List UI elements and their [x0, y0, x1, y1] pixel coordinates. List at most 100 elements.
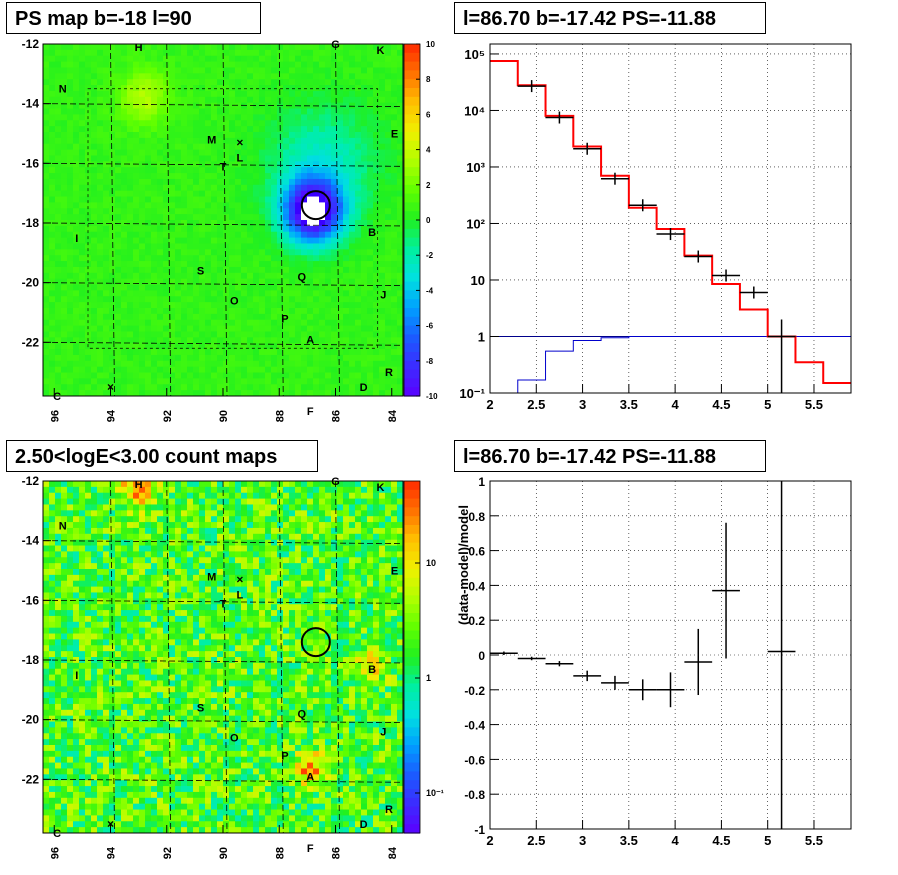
colorbar-tick-label: 0 [426, 216, 431, 225]
colorbar-cell [404, 132, 420, 142]
map-grid-line [42, 341, 404, 346]
colorbar-cell [404, 343, 420, 353]
source-label-R: R [385, 367, 393, 379]
residual-y-tick-label: -1 [474, 823, 485, 837]
colorbar-cell [404, 264, 420, 274]
residual-x-tick-label: 4.5 [712, 833, 730, 848]
map-x-tick-label: 84 [387, 846, 399, 859]
map-y-tick-label: -20 [22, 713, 40, 727]
map-grid-line [42, 103, 404, 108]
colorbar-tick-label: 10 [426, 558, 436, 568]
colorbar-tick-label: 2 [426, 181, 431, 190]
source-label-G: G [331, 39, 340, 51]
ps-source-circle [300, 190, 331, 221]
source-label-T: T [220, 598, 227, 610]
residual-plot [489, 480, 851, 830]
map-grid-line [110, 480, 115, 834]
colorbar-cell [404, 79, 420, 89]
colorbar-tick-label: 4 [426, 146, 431, 155]
colorbar-cell [404, 665, 420, 676]
colorbar-cell [404, 569, 420, 579]
colorbar-tick-label: -2 [426, 251, 434, 260]
source-label-F: F [307, 843, 314, 855]
colorbar-cell [404, 745, 420, 755]
map-x-tick-label: 96 [49, 410, 61, 422]
spectrum-y-tick-label: 1 [478, 329, 485, 344]
source-label-M: M [207, 134, 216, 146]
spectrum-y-tick-label: 10⁻¹ [459, 386, 485, 401]
colorbar-cell [404, 88, 420, 98]
source-label-M: M [207, 571, 216, 583]
source-label-C: C [53, 391, 61, 403]
map-y-tick-label: -14 [22, 97, 40, 111]
colorbar-cell [404, 657, 420, 667]
map-x-tick-label: 86 [331, 410, 343, 422]
map-y-tick-label: -14 [22, 534, 40, 548]
colorbar-tick-label: 8 [426, 75, 431, 84]
colorbar-cell [404, 272, 420, 283]
map-y-tick-label: -16 [22, 156, 40, 170]
colorbar-tick-label: 10⁻¹ [426, 788, 444, 798]
colorbar-cell [404, 387, 420, 397]
residual-y-tick-label: 0 [478, 649, 485, 663]
map-grid-line [42, 599, 404, 604]
map-x-tick-label: 96 [49, 847, 61, 859]
colorbar-cell [404, 255, 420, 265]
colorbar-tick-label: 1 [426, 673, 431, 683]
spectrum-x-tick-label: 2 [486, 397, 493, 412]
source-label-P: P [281, 313, 288, 325]
colorbar-cell [404, 621, 420, 632]
map-grid-line [166, 43, 172, 397]
colorbar-cell [404, 630, 420, 640]
spectrum-background [490, 44, 851, 393]
source-label-B: B [368, 227, 376, 239]
source-label-H: H [135, 42, 143, 54]
source-label-E: E [391, 565, 398, 577]
colorbar-cell [404, 727, 420, 737]
map-grid-line [42, 778, 404, 783]
residual-x-tick-label: 2.5 [527, 833, 545, 848]
map-y-tick-label: -22 [22, 772, 40, 786]
colorbar-cell [404, 299, 420, 309]
map-grid-line [335, 480, 340, 834]
residual-y-tick-label: 0.6 [468, 545, 485, 559]
map-x-tick-label: 90 [218, 847, 230, 859]
residual-x-tick-label: 2 [486, 833, 493, 848]
map-x-tick-label: 94 [106, 846, 118, 859]
residual-y-tick-label: -0.2 [464, 684, 485, 698]
colorbar-cell [404, 334, 420, 344]
count-source-circle [300, 627, 331, 658]
map-grid-line [222, 43, 228, 397]
map-grid-line [42, 282, 404, 287]
source-label-F: F [307, 406, 314, 418]
map-grid-line [42, 540, 404, 545]
source-label-C: C [53, 828, 61, 840]
map-y-tick-label: -12 [22, 474, 40, 488]
colorbar-cell [404, 533, 420, 544]
colorbar-cell [404, 639, 420, 649]
map-x-tick-label: 88 [274, 410, 286, 422]
spectrum-y-tick-label: 10³ [466, 160, 485, 175]
map-x-tick-label: 84 [387, 409, 399, 422]
colorbar-cell [404, 771, 420, 781]
colorbar-cell [404, 184, 420, 195]
colorbar-cell [404, 290, 420, 300]
colorbar-cell [404, 701, 420, 711]
map-x-tick-label: 94 [106, 409, 118, 422]
colorbar-cell [404, 202, 420, 212]
source-label-S: S [197, 266, 204, 278]
colorbar-cell [404, 674, 420, 684]
colorbar-cell [404, 753, 420, 764]
map-y-tick-label: -22 [22, 335, 40, 349]
spectrum-y-tick-label: 10 [471, 273, 485, 288]
spectrum-x-tick-label: 3.5 [620, 397, 638, 412]
source-label-I: I [75, 670, 78, 682]
source-label-S: S [197, 703, 204, 715]
colorbar-cell [404, 525, 420, 535]
colorbar-cell [404, 595, 420, 605]
source-label-P: P [281, 750, 288, 762]
map-x-tick-label: 90 [218, 410, 230, 422]
source-label-Q: Q [297, 272, 306, 284]
colorbar-cell [404, 325, 420, 335]
residual-y-tick-label: 0.4 [468, 579, 485, 593]
